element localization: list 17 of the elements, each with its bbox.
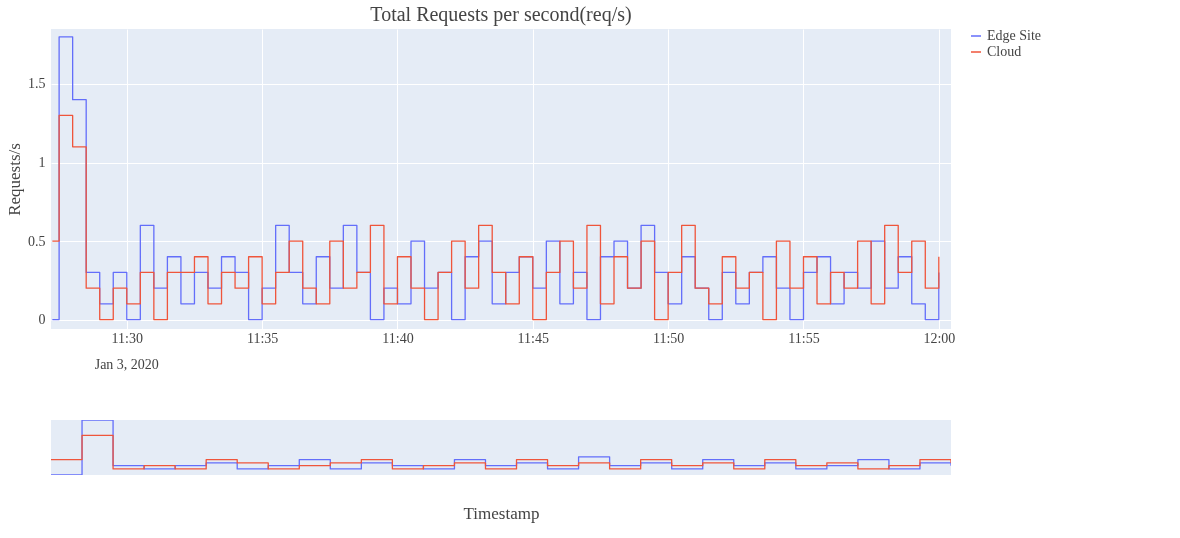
y-tick-label: 1 [38,155,46,171]
legend-label: Cloud [987,44,1022,59]
chart-title: Total Requests per second(req/s) [370,3,632,26]
y-tick-label: 1.5 [28,76,46,92]
x-tick-label: 11:55 [788,330,820,346]
x-tick-label: 11:35 [246,330,279,346]
x-axis-title: Timestamp [463,503,540,523]
y-tick-label: 0.5 [28,233,46,249]
x-tick-label: 12:00 [923,330,956,346]
x-tick-label: 11:45 [517,330,549,346]
text: Jan 3, 2020 [94,357,159,372]
x-tick-label: 11:40 [382,330,414,346]
legend-label: Edge Site [987,28,1042,43]
y-axis-title: Requests/s [5,143,24,216]
x-tick-label: 11:30 [111,330,143,346]
y-tick-label: 0 [38,312,46,328]
x-tick-label: 11:50 [652,330,685,346]
